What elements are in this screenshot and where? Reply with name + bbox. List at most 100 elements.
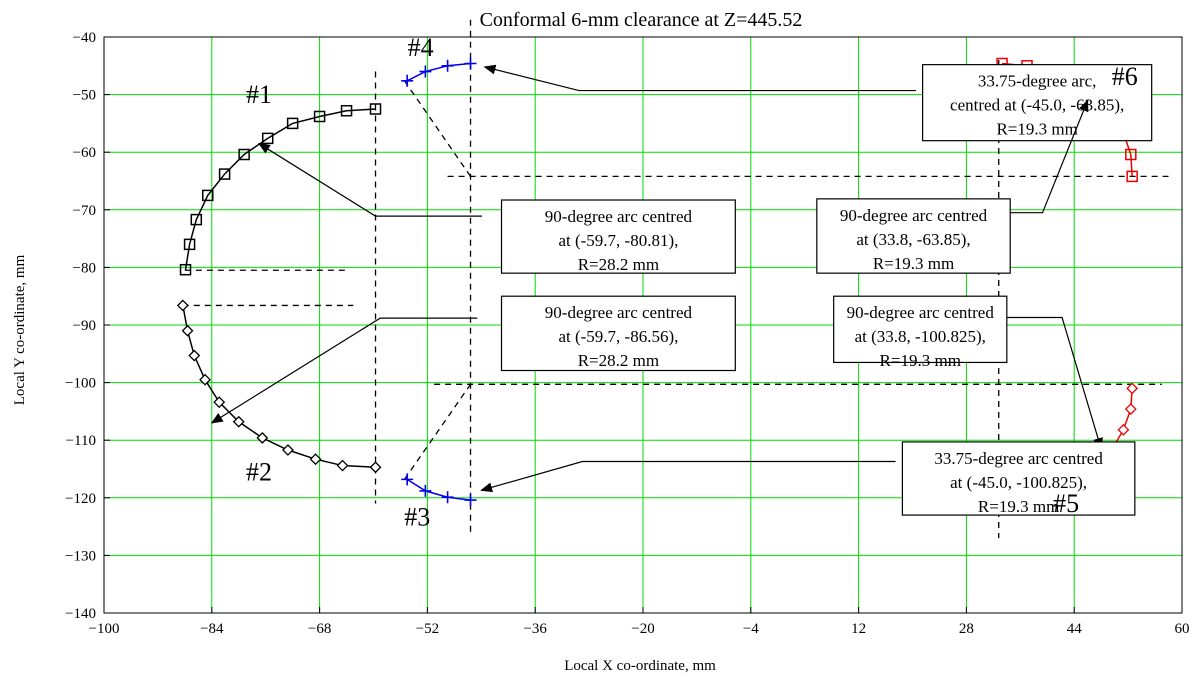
data-point: [286, 117, 299, 130]
data-point: [336, 459, 349, 472]
annotation-text: at (-59.7, -86.56),: [558, 327, 678, 346]
data-point: [464, 494, 477, 507]
annotation: 33.75-degree arc centred at (-45.0, -100.…: [480, 441, 1136, 516]
annotation-arrow: [483, 64, 916, 92]
annotation-text: at (33.8, -100.825),: [855, 327, 986, 346]
annotation-text: R=28.2 mm: [578, 351, 659, 370]
annotation-text: R=19.3 mm: [996, 120, 1077, 139]
series-line: [406, 62, 471, 82]
annotation-box: [816, 198, 1011, 274]
annotation-arrow: [210, 317, 478, 424]
data-point: [1126, 382, 1139, 395]
x-axis-label: Local X co-ordinate, mm: [564, 658, 716, 674]
x-tick-label: 44: [1067, 621, 1083, 637]
annotation: 90-degree arc centred at (33.8, -63.85), R…: [816, 99, 1089, 274]
x-tick-label: −84: [200, 621, 224, 637]
annotation-text: centred at (-45.0, -63.85),: [950, 96, 1124, 115]
data-point: [419, 484, 432, 497]
annotation-box: [500, 199, 736, 274]
annotation: 33.75-degree arc, centred at (-45.0, -63.…: [483, 64, 1153, 142]
data-point: [401, 473, 414, 486]
x-tick-label: −68: [308, 621, 331, 637]
arc-tag: #2: [246, 458, 272, 487]
data-point: [238, 148, 250, 161]
annotation-text: 90-degree arc centred: [847, 303, 995, 322]
arc-tag: #5: [1053, 489, 1079, 518]
data-point: [1126, 170, 1138, 183]
y-tick-label: −70: [73, 203, 96, 219]
data-point: [441, 59, 454, 72]
chart-title: Conformal 6-mm clearance at Z=445.52: [480, 9, 803, 31]
x-tick-label: −52: [416, 621, 439, 637]
y-axis-label: Local Y co-ordinate, mm: [12, 254, 28, 405]
annotation-text: 90-degree arc centred: [840, 206, 988, 225]
annotation: 90-degree arc centred at (-59.7, -86.56),…: [210, 295, 736, 424]
series-arc-2: [176, 299, 382, 474]
data-point: [1117, 423, 1130, 436]
data-point: [232, 415, 245, 428]
y-tick-label: −130: [65, 548, 96, 564]
annotation-text: at (33.8, -63.85),: [856, 230, 970, 249]
x-tick-label: 12: [851, 621, 866, 637]
x-tick-label: −4: [743, 621, 759, 637]
y-tick-label: −100: [65, 376, 96, 392]
data-point: [202, 189, 214, 202]
annotation-text: 33.75-degree arc,: [978, 72, 1096, 91]
x-tick-label: 60: [1175, 621, 1190, 637]
data-point: [369, 461, 382, 474]
annotation-text: R=19.3 mm: [880, 351, 961, 370]
data-point: [369, 103, 382, 115]
data-point: [183, 238, 196, 251]
annotation: 90-degree arc centred at (33.8, -100.825)…: [833, 295, 1103, 450]
annotation-text: 90-degree arc centred: [545, 207, 693, 226]
y-tick-label: −90: [73, 318, 96, 334]
data-point: [179, 263, 192, 276]
data-point: [188, 349, 201, 362]
annotations: 33.75-degree arc, centred at (-45.0, -63.…: [210, 64, 1153, 516]
x-tick-label: −100: [89, 621, 120, 637]
y-tick-label: −110: [66, 433, 96, 449]
annotation-text: 33.75-degree arc centred: [934, 449, 1103, 468]
data-point: [1124, 403, 1137, 416]
data-point: [218, 168, 231, 180]
data-point: [313, 110, 326, 123]
annotation-box: [901, 441, 1136, 516]
annotation-arrow: [480, 460, 896, 493]
x-tick-label: −36: [523, 621, 547, 637]
y-tick-label: −50: [73, 88, 96, 104]
x-tick-label: −20: [631, 621, 654, 637]
y-tick-label: −120: [65, 491, 96, 507]
annotation-box: [833, 295, 1008, 364]
arc-tags: #1 #2 #3 #4 #5 #6: [246, 33, 1138, 531]
series-arc-1: [179, 103, 382, 276]
annotation-arrow: [1006, 99, 1089, 214]
annotation-text: R=19.3 mm: [978, 497, 1059, 516]
data-point: [309, 453, 322, 466]
data-point: [340, 104, 353, 117]
data-point: [213, 396, 226, 409]
y-tick-label: −60: [73, 145, 96, 161]
y-tick-label: −140: [65, 606, 96, 622]
series-arc-3: [401, 473, 477, 507]
data-point: [176, 299, 189, 312]
data-point: [1125, 148, 1137, 161]
annotation-text: at (-59.7, -80.81),: [558, 231, 678, 250]
series-arc-4: [401, 57, 477, 87]
arc-tag: #4: [408, 33, 434, 62]
arc-tag: #6: [1112, 62, 1138, 91]
data-point: [464, 57, 477, 70]
ticks: −100 −84 −68 −52 −36 −20 −4 12 28 44 60 −40 −50 −60 −7…: [65, 30, 1189, 637]
series-line: [406, 478, 471, 501]
annotation-box: [500, 295, 736, 372]
annotation-text: R=28.2 mm: [578, 255, 659, 274]
annotation-arrow: [257, 142, 482, 217]
data-point: [190, 213, 203, 226]
data-point: [256, 431, 269, 444]
annotation: 90-degree arc centred at (-59.7, -80.81),…: [257, 142, 736, 274]
annotation-box: [922, 64, 1153, 142]
annotation-arrow: [1003, 316, 1103, 450]
data-point: [199, 373, 211, 386]
data-point: [181, 324, 194, 337]
annotation-text: at (-45.0, -100.825),: [950, 473, 1087, 492]
